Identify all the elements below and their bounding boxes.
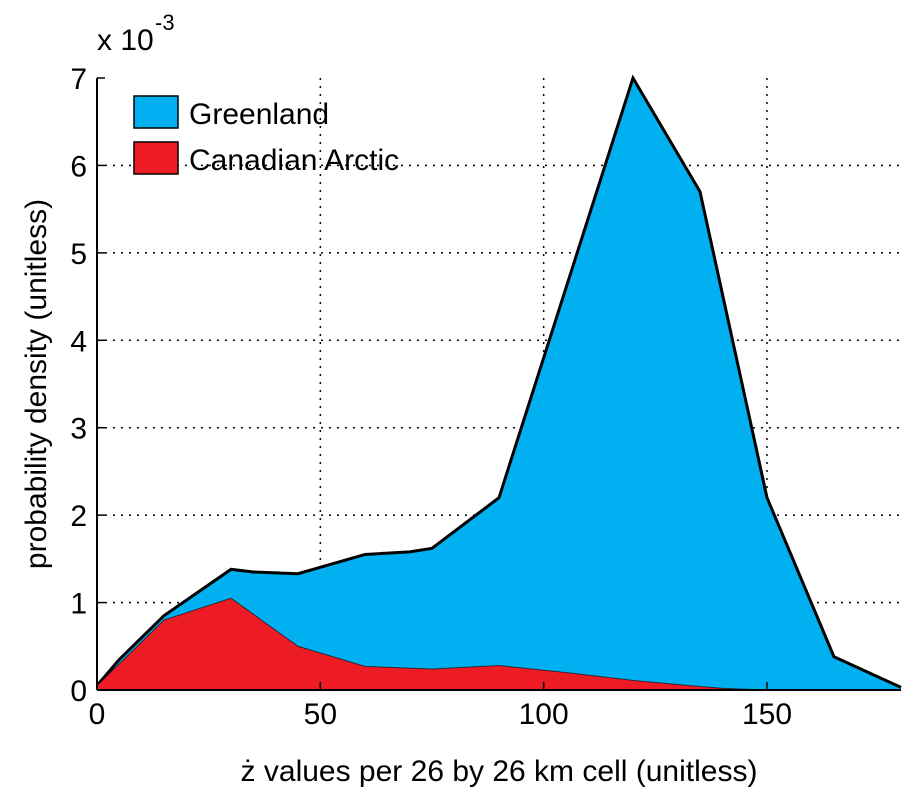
x-axis-label: ż values per 26 by 26 km cell (unitless) <box>241 755 758 788</box>
x-tick-label: 50 <box>304 698 337 731</box>
legend-swatch-greenland <box>133 95 179 129</box>
series-line-canadian-arctic <box>96 597 768 691</box>
data-areas <box>95 74 902 691</box>
y-multiplier-label: x 10 <box>97 24 154 57</box>
x-tick-label: 0 <box>89 698 106 731</box>
area-greenland <box>97 78 901 690</box>
ticks: 0 50 100 150 0 1 2 3 4 5 6 7 <box>70 63 792 731</box>
legend-label-greenland: Greenland <box>189 98 329 131</box>
legend: Greenland Canadian Arctic <box>133 95 399 177</box>
y-multiplier-exponent: -3 <box>155 10 175 35</box>
y-tick-label: 0 <box>70 675 87 708</box>
y-tick-label: 4 <box>70 325 87 358</box>
y-tick-label: 6 <box>70 150 87 183</box>
x-tick-label: 150 <box>742 698 792 731</box>
legend-swatch-canadian-arctic <box>133 141 179 175</box>
y-tick-label: 3 <box>70 413 87 446</box>
y-tick-label: 1 <box>70 588 87 621</box>
y-axis-label: probability density (unitless) <box>20 199 53 569</box>
x-tick-label: 100 <box>519 698 569 731</box>
y-tick-label: 5 <box>70 238 87 271</box>
series-line-greenland <box>95 74 902 689</box>
y-tick-label: 2 <box>70 500 87 533</box>
y-tick-label: 7 <box>70 63 87 96</box>
legend-label-canadian-arctic: Canadian Arctic <box>189 144 399 177</box>
area-canadian-arctic <box>97 598 767 690</box>
